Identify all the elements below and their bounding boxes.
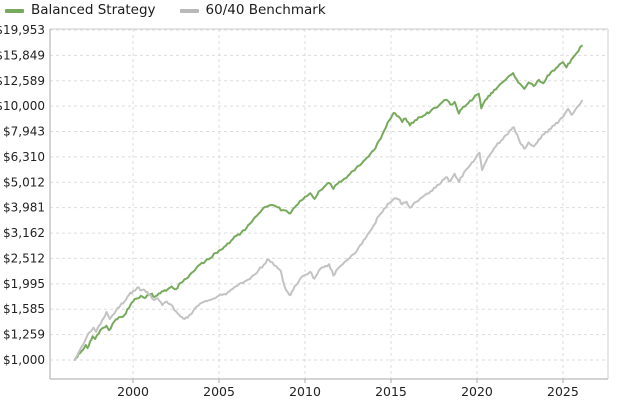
x-tick-label: 2005 [203, 384, 235, 399]
legend-item-balanced-strategy: Balanced Strategy [5, 2, 156, 18]
x-tick-label: 2015 [375, 384, 407, 399]
y-tick-label: $6,310 [3, 150, 45, 164]
x-tick-label: 2020 [461, 384, 493, 399]
y-tick-label: $1,000 [3, 353, 45, 367]
y-tick-label: $19,953 [0, 23, 45, 37]
y-tick-label: $1,585 [3, 302, 45, 316]
x-tick-label: 2010 [289, 384, 321, 399]
y-tick-label: $5,012 [3, 175, 45, 189]
chart-legend: Balanced Strategy 60/40 Benchmark [5, 2, 326, 18]
y-tick-label: $1,259 [3, 328, 45, 342]
y-tick-label: $15,849 [0, 48, 45, 62]
legend-item-6040-benchmark: 60/40 Benchmark [179, 2, 326, 18]
y-tick-label: $7,943 [3, 125, 45, 139]
y-tick-label: $3,981 [3, 201, 45, 215]
benchmark-line-swatch [179, 8, 199, 13]
x-tick-label: 2000 [117, 384, 149, 399]
x-tick-label: 2025 [547, 384, 579, 399]
series-line-balanced-strategy [73, 44, 583, 361]
y-tick-label: $1,995 [3, 277, 45, 291]
series-line-60-40-benchmark [73, 99, 583, 361]
legend-label-balanced-strategy: Balanced Strategy [31, 2, 156, 18]
y-tick-label: $2,512 [3, 251, 45, 265]
y-tick-label: $12,589 [0, 74, 45, 88]
y-tick-label: $3,162 [3, 226, 45, 240]
legend-label-6040-benchmark: 60/40 Benchmark [205, 2, 326, 18]
y-tick-label: $10,000 [0, 99, 45, 113]
balanced-strategy-line-swatch [5, 8, 24, 13]
